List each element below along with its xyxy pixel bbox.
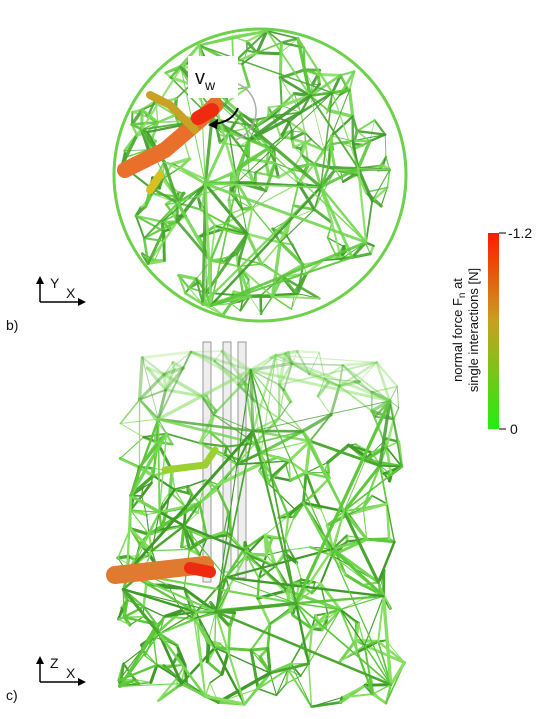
colorbar-title: single interactions [N] <box>466 268 481 392</box>
fiber <box>215 612 216 648</box>
fiber <box>366 201 372 242</box>
fiber <box>142 110 143 130</box>
fiber <box>164 374 166 389</box>
fiber <box>225 447 227 455</box>
hot-fiber <box>190 568 210 572</box>
fiber <box>380 466 402 467</box>
fiber <box>218 673 270 702</box>
fiber <box>397 386 398 407</box>
arrow-head <box>78 678 86 686</box>
fiber <box>331 136 352 141</box>
fiber <box>211 183 237 306</box>
fiber <box>297 563 302 580</box>
fiber <box>272 477 289 516</box>
fiber <box>162 222 164 241</box>
fiber <box>321 187 352 257</box>
fiber <box>223 304 231 315</box>
fiber <box>262 264 283 276</box>
fiber <box>258 598 270 624</box>
axes-b <box>36 276 86 306</box>
fiber <box>120 400 139 424</box>
fiber <box>385 135 386 157</box>
fiber <box>280 43 281 78</box>
fiber <box>216 603 296 611</box>
fiber <box>357 120 375 131</box>
fiber <box>306 473 314 495</box>
fiber <box>152 549 190 550</box>
fiber <box>291 294 297 309</box>
fiber <box>158 419 159 512</box>
fiber <box>280 70 304 78</box>
panel-label: b) <box>6 317 18 333</box>
arrow-head <box>36 656 44 664</box>
fiber-network-side <box>118 351 404 707</box>
arrow-head <box>36 276 44 284</box>
fiber <box>256 164 267 172</box>
fiber <box>231 209 242 213</box>
fiber <box>191 351 222 352</box>
colorbar-tick-label: 0 <box>510 421 518 437</box>
fiber <box>257 53 279 54</box>
fiber <box>251 648 268 650</box>
fiber <box>311 702 340 706</box>
fiber <box>378 542 394 582</box>
arrow-head <box>78 298 86 306</box>
fiber <box>390 401 402 467</box>
colorbar-tick-label: -1.2 <box>508 225 532 241</box>
fiber <box>293 615 312 628</box>
fiber <box>261 296 272 313</box>
fiber <box>310 415 331 441</box>
axis-label: Y <box>50 275 60 291</box>
fiber <box>242 64 249 87</box>
axis-label: Z <box>50 655 59 671</box>
fiber <box>373 694 386 703</box>
fiber <box>309 664 312 707</box>
fiber <box>251 370 391 685</box>
fiber <box>207 642 209 662</box>
fiber <box>350 90 353 116</box>
fiber <box>210 674 222 683</box>
fiber <box>303 473 306 503</box>
fiber <box>158 121 182 122</box>
fiber <box>258 689 276 696</box>
fiber <box>142 352 191 358</box>
fiber <box>305 132 311 139</box>
fiber <box>329 167 359 168</box>
fiber <box>372 496 387 504</box>
fiber <box>231 304 240 311</box>
colorbar: -1.2 0 normal force Fn at single interac… <box>450 225 532 437</box>
figure: vw Y X b) Z X c) -1.2 0 normal force Fn … <box>0 0 548 714</box>
fiber <box>140 358 143 400</box>
fiber <box>318 396 331 415</box>
colorbar-scale <box>488 233 499 429</box>
fiber <box>123 589 124 617</box>
fiber <box>363 466 380 508</box>
fiber <box>250 296 261 313</box>
fiber <box>297 351 319 352</box>
axes-c <box>36 656 86 686</box>
fiber <box>207 662 222 675</box>
fiber <box>289 547 310 550</box>
fiber <box>292 132 305 138</box>
fiber <box>292 363 339 386</box>
fiber <box>120 617 164 687</box>
axis-label: X <box>66 285 76 301</box>
fiber <box>280 78 281 106</box>
fiber <box>305 143 323 150</box>
hot-fiber <box>198 110 212 118</box>
axis-label: X <box>66 665 76 681</box>
fiber <box>272 296 291 309</box>
panel-label: c) <box>6 687 18 703</box>
fiber <box>391 663 405 685</box>
fiber <box>321 508 328 525</box>
fiber <box>247 208 252 234</box>
